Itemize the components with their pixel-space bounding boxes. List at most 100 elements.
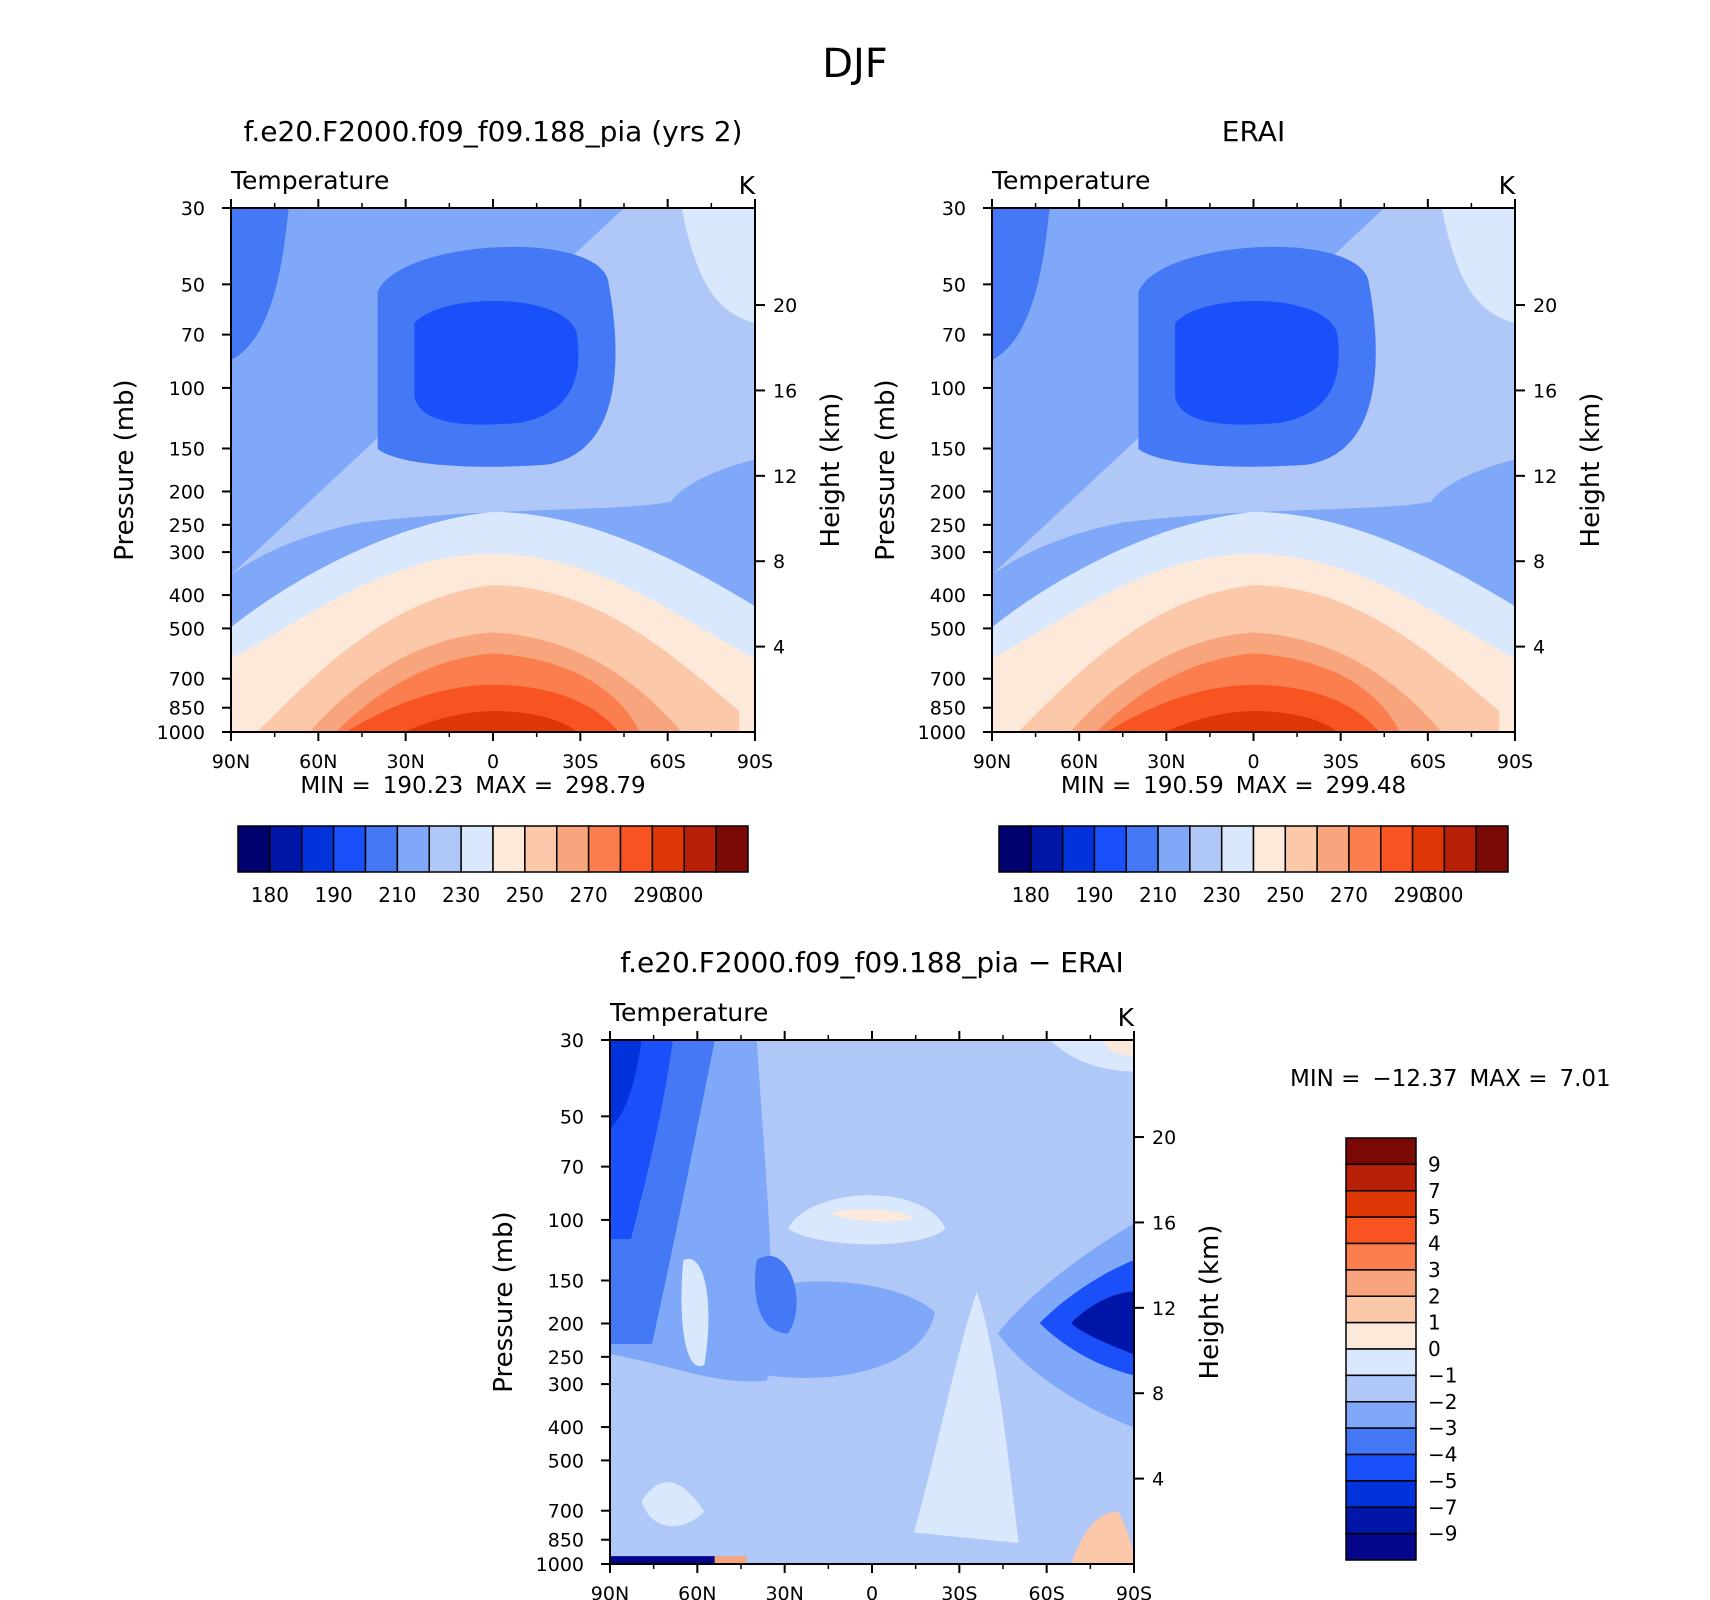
y-tick-label: 150 bbox=[169, 439, 205, 461]
colorbar-box bbox=[364, 825, 399, 873]
x-tick-label: 90S bbox=[737, 751, 773, 773]
colorbar-label: 1 bbox=[1428, 1311, 1441, 1335]
units-label: K bbox=[1118, 1003, 1135, 1032]
colorbar-label: −5 bbox=[1428, 1469, 1457, 1493]
colorbar-box bbox=[651, 825, 685, 873]
colorbar-box bbox=[1380, 825, 1414, 873]
y-tick-label: 70 bbox=[942, 325, 966, 347]
y-tick-label: 50 bbox=[560, 1106, 584, 1128]
variable-name: Temperature bbox=[609, 998, 768, 1027]
colorbar-box bbox=[1345, 1137, 1417, 1166]
colorbar-label: 250 bbox=[506, 883, 544, 907]
y-tick-label: 1000 bbox=[536, 1554, 584, 1576]
colorbar-box bbox=[332, 825, 367, 873]
figure-title: DJF bbox=[822, 41, 888, 87]
y-tick-label: 200 bbox=[169, 481, 205, 503]
height-axis-label: Height (km) bbox=[816, 393, 846, 548]
x-tick-label: 90S bbox=[1116, 1583, 1152, 1600]
y-tick-label: 200 bbox=[548, 1313, 584, 1335]
colorbar-box bbox=[1411, 825, 1446, 873]
x-tick-label: 30S bbox=[941, 1583, 977, 1600]
colorbar-box bbox=[1345, 1532, 1417, 1561]
y-tick-label: 500 bbox=[930, 618, 966, 640]
x-tick-label: 30S bbox=[1323, 751, 1359, 773]
panel-model: f.e20.F2000.f09_f09.188_pia (yrs 2) Tempe… bbox=[110, 115, 846, 907]
colorbar-box bbox=[1443, 825, 1477, 873]
colorbar-label: 210 bbox=[378, 883, 416, 907]
colorbar-box bbox=[1189, 825, 1223, 873]
variable-name: Temperature bbox=[230, 166, 389, 195]
y-tick-label: 30 bbox=[181, 198, 205, 220]
x-tick-label: 0 bbox=[487, 751, 499, 773]
contour-region-14 bbox=[641, 1482, 705, 1527]
stat-min-label: MIN = bbox=[1290, 1066, 1360, 1092]
x-tick-label: 60N bbox=[299, 751, 337, 773]
colorbar-box bbox=[1475, 825, 1509, 873]
colorbar-box bbox=[1348, 825, 1382, 873]
y-tick-label: 1000 bbox=[157, 722, 205, 744]
height-tick-label: 16 bbox=[1533, 380, 1557, 402]
contour-region-9 bbox=[1071, 1291, 1134, 1355]
colorbar-label: −2 bbox=[1428, 1390, 1457, 1414]
colorbar-label: −3 bbox=[1428, 1416, 1457, 1440]
colorbar-box bbox=[1316, 825, 1350, 873]
colorbar-box bbox=[683, 825, 717, 873]
y-tick-label: 1000 bbox=[918, 722, 966, 744]
colorbar-box bbox=[524, 825, 558, 873]
height-tick-label: 20 bbox=[1533, 295, 1557, 317]
y-tick-label: 250 bbox=[548, 1347, 584, 1369]
y-tick-label: 300 bbox=[169, 542, 205, 564]
colorbar-box bbox=[396, 825, 430, 873]
units-label: K bbox=[739, 171, 756, 200]
colorbar-box bbox=[1345, 1401, 1417, 1429]
y-tick-label: 100 bbox=[169, 378, 205, 400]
colorbar-label: 270 bbox=[570, 883, 608, 907]
colorbar-box bbox=[460, 825, 494, 873]
height-tick-label: 20 bbox=[1152, 1127, 1176, 1149]
colorbar-box bbox=[1345, 1216, 1417, 1245]
colorbar-box bbox=[1345, 1163, 1417, 1192]
height-axis-label: Height (km) bbox=[1195, 1225, 1225, 1380]
colorbar-label: 9 bbox=[1428, 1152, 1441, 1176]
min-max-stats: MIN = 190.23 MAX = 298.79 bbox=[300, 773, 645, 799]
colorbar-box bbox=[1252, 825, 1287, 873]
contour-region-3 bbox=[992, 208, 1050, 360]
y-tick-label: 250 bbox=[930, 515, 966, 537]
contour-field bbox=[610, 1040, 1134, 1564]
colorbar-label: 7 bbox=[1428, 1179, 1441, 1203]
y-tick-label: 850 bbox=[930, 698, 966, 720]
height-axis-label: Height (km) bbox=[1576, 393, 1606, 548]
y-tick-label: 50 bbox=[942, 274, 966, 296]
y-tick-label: 400 bbox=[930, 585, 966, 607]
x-tick-label: 60N bbox=[678, 1583, 716, 1600]
stat-max-label: MAX = bbox=[1470, 1066, 1548, 1092]
y-tick-label: 400 bbox=[548, 1417, 584, 1439]
x-tick-label: 90N bbox=[973, 751, 1011, 773]
x-tick-label: 0 bbox=[1247, 751, 1259, 773]
height-tick-label: 8 bbox=[773, 551, 785, 573]
min-max-stats: MIN = 190.59 MAX = 299.48 bbox=[1061, 773, 1406, 799]
colorbar-box bbox=[556, 825, 590, 873]
colorbar-box bbox=[1345, 1242, 1417, 1271]
colorbar-label: 190 bbox=[315, 883, 353, 907]
y-tick-label: 300 bbox=[548, 1374, 584, 1396]
colorbar-box bbox=[492, 825, 526, 873]
y-tick-label: 300 bbox=[930, 542, 966, 564]
colorbar-box bbox=[1345, 1453, 1417, 1482]
contour-region-2 bbox=[681, 208, 755, 324]
height-tick-label: 20 bbox=[773, 295, 797, 317]
y-axis-label: Pressure (mb) bbox=[110, 379, 140, 560]
contour-region-5 bbox=[1175, 300, 1339, 425]
contour-region-17 bbox=[1071, 1511, 1134, 1564]
stat-max-value: 298.79 bbox=[565, 773, 645, 799]
contour-region-12 bbox=[403, 711, 577, 732]
stat-min-label: MIN = bbox=[1061, 773, 1131, 799]
colorbar-box bbox=[269, 825, 303, 873]
panels: f.e20.F2000.f09_f09.188_pia (yrs 2) Tempe… bbox=[110, 115, 1611, 1600]
stat-min-label: MIN = bbox=[300, 773, 370, 799]
colorbar-label: 5 bbox=[1428, 1205, 1441, 1229]
y-tick-label: 500 bbox=[548, 1450, 584, 1472]
x-tick-label: 60N bbox=[1060, 751, 1098, 773]
y-axis-label: Pressure (mb) bbox=[871, 379, 901, 560]
